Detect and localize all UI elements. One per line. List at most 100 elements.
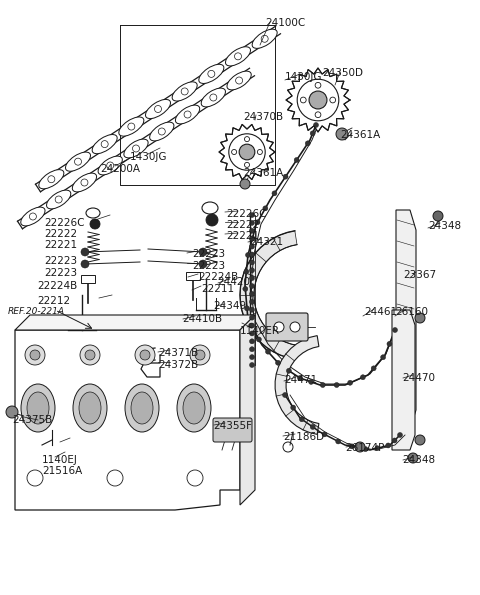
Circle shape bbox=[190, 345, 210, 365]
Circle shape bbox=[250, 236, 255, 241]
Text: 22223: 22223 bbox=[192, 261, 225, 271]
Text: 24321: 24321 bbox=[250, 237, 283, 247]
Text: 26174P: 26174P bbox=[345, 443, 384, 453]
Circle shape bbox=[348, 380, 353, 386]
Circle shape bbox=[265, 349, 271, 354]
Text: 24100C: 24100C bbox=[265, 18, 305, 28]
Circle shape bbox=[250, 362, 254, 368]
Circle shape bbox=[310, 424, 315, 430]
Bar bbox=[186, 272, 200, 280]
Circle shape bbox=[250, 212, 254, 218]
Text: 24348: 24348 bbox=[428, 221, 461, 231]
Ellipse shape bbox=[201, 88, 226, 107]
Circle shape bbox=[255, 220, 260, 225]
Circle shape bbox=[313, 123, 319, 127]
Text: 24461: 24461 bbox=[364, 307, 397, 317]
Ellipse shape bbox=[92, 134, 117, 154]
Ellipse shape bbox=[21, 207, 45, 226]
Circle shape bbox=[250, 339, 254, 344]
Ellipse shape bbox=[227, 71, 251, 90]
Circle shape bbox=[81, 260, 89, 268]
Circle shape bbox=[195, 350, 205, 360]
Circle shape bbox=[336, 439, 341, 444]
Circle shape bbox=[433, 211, 443, 221]
Text: 22221: 22221 bbox=[226, 231, 259, 241]
Circle shape bbox=[27, 470, 43, 486]
Polygon shape bbox=[15, 330, 240, 510]
FancyBboxPatch shape bbox=[213, 418, 252, 442]
Circle shape bbox=[249, 323, 253, 328]
Circle shape bbox=[274, 322, 284, 332]
Circle shape bbox=[30, 350, 40, 360]
Circle shape bbox=[250, 299, 254, 304]
Circle shape bbox=[244, 306, 250, 311]
Text: 22223: 22223 bbox=[44, 256, 77, 266]
Circle shape bbox=[231, 149, 237, 155]
Circle shape bbox=[360, 375, 365, 380]
Ellipse shape bbox=[199, 64, 224, 83]
Circle shape bbox=[250, 331, 254, 336]
Text: 22226C: 22226C bbox=[44, 218, 84, 228]
Polygon shape bbox=[240, 231, 297, 359]
Circle shape bbox=[250, 260, 254, 265]
Circle shape bbox=[393, 327, 397, 333]
Circle shape bbox=[300, 97, 306, 103]
Ellipse shape bbox=[131, 392, 153, 424]
Text: 1430JG: 1430JG bbox=[285, 72, 323, 82]
Circle shape bbox=[375, 446, 380, 450]
Text: 22223: 22223 bbox=[192, 249, 225, 259]
Circle shape bbox=[287, 368, 291, 373]
Circle shape bbox=[300, 416, 304, 422]
Circle shape bbox=[239, 144, 255, 160]
Ellipse shape bbox=[226, 47, 251, 66]
Ellipse shape bbox=[202, 202, 218, 214]
Circle shape bbox=[250, 284, 254, 289]
Circle shape bbox=[80, 345, 100, 365]
Ellipse shape bbox=[119, 117, 144, 136]
Circle shape bbox=[250, 252, 254, 257]
Ellipse shape bbox=[175, 105, 200, 124]
Circle shape bbox=[140, 350, 150, 360]
Circle shape bbox=[309, 91, 327, 109]
Text: 24350D: 24350D bbox=[322, 68, 363, 78]
Circle shape bbox=[298, 375, 302, 380]
Text: 22212: 22212 bbox=[37, 296, 70, 306]
Circle shape bbox=[25, 345, 45, 365]
Polygon shape bbox=[219, 124, 275, 180]
Text: 26160: 26160 bbox=[395, 307, 428, 317]
Polygon shape bbox=[275, 336, 319, 434]
Circle shape bbox=[392, 438, 397, 443]
Circle shape bbox=[371, 366, 376, 371]
Circle shape bbox=[355, 442, 365, 452]
Circle shape bbox=[297, 79, 339, 121]
Text: 22211: 22211 bbox=[201, 284, 234, 294]
Ellipse shape bbox=[65, 152, 91, 171]
Text: 24470: 24470 bbox=[402, 373, 435, 383]
Circle shape bbox=[294, 158, 299, 162]
Ellipse shape bbox=[72, 173, 96, 192]
Text: 21186D: 21186D bbox=[283, 432, 324, 442]
Polygon shape bbox=[286, 68, 350, 132]
Circle shape bbox=[381, 355, 385, 360]
Bar bbox=[81, 275, 95, 283]
Circle shape bbox=[245, 252, 251, 258]
Circle shape bbox=[240, 179, 250, 189]
Circle shape bbox=[397, 433, 403, 437]
Circle shape bbox=[283, 393, 288, 397]
Circle shape bbox=[199, 260, 207, 268]
Ellipse shape bbox=[172, 82, 197, 101]
Text: 24471: 24471 bbox=[284, 375, 317, 385]
Circle shape bbox=[6, 406, 18, 418]
Text: 1140ER: 1140ER bbox=[240, 326, 280, 336]
Text: 23367: 23367 bbox=[403, 270, 436, 280]
Circle shape bbox=[250, 220, 254, 226]
Circle shape bbox=[250, 355, 254, 359]
Ellipse shape bbox=[79, 392, 101, 424]
Ellipse shape bbox=[150, 122, 174, 141]
Text: 22223: 22223 bbox=[44, 268, 77, 278]
Circle shape bbox=[309, 380, 313, 384]
Text: 22222: 22222 bbox=[44, 229, 77, 239]
Circle shape bbox=[257, 149, 263, 155]
Text: 24370B: 24370B bbox=[243, 112, 283, 122]
Text: 22224B: 22224B bbox=[198, 272, 238, 282]
